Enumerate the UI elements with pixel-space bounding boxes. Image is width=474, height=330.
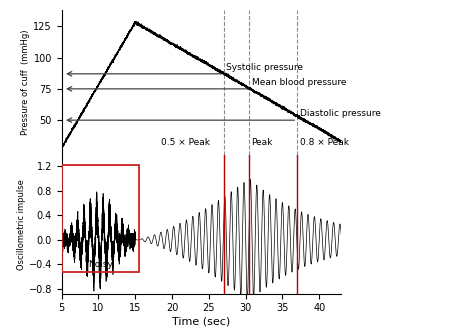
Text: Diastolic pressure: Diastolic pressure: [300, 109, 381, 118]
Text: 0.8 × Peak: 0.8 × Peak: [300, 138, 349, 147]
Text: Systolic pressure: Systolic pressure: [227, 63, 303, 72]
Y-axis label: Oscillometric impulse: Oscillometric impulse: [17, 179, 26, 270]
Text: Peak: Peak: [252, 138, 273, 147]
Text: Noisy: Noisy: [88, 260, 113, 269]
Bar: [62, 165, 139, 272]
Text: Mean blood pressure: Mean blood pressure: [252, 78, 346, 87]
Text: 0.5 × Peak: 0.5 × Peak: [161, 138, 210, 147]
X-axis label: Time (sec): Time (sec): [173, 316, 230, 326]
Y-axis label: Pressure of cuff  (mmHg): Pressure of cuff (mmHg): [21, 30, 30, 135]
